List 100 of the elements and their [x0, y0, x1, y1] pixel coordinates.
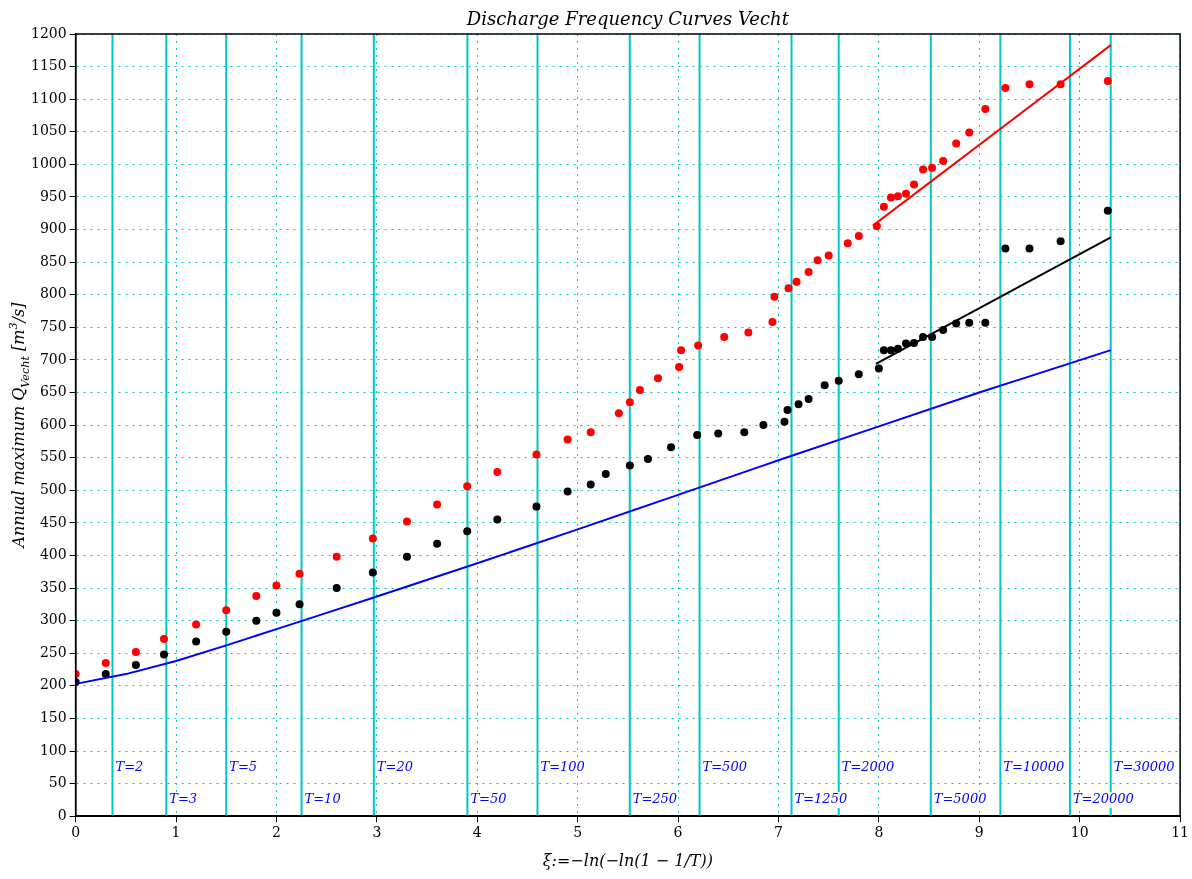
point	[928, 163, 937, 172]
point	[675, 363, 684, 372]
point	[463, 482, 472, 491]
point	[131, 647, 140, 656]
x-tick-label: 8	[874, 824, 884, 841]
point	[886, 346, 895, 355]
point	[1001, 84, 1010, 93]
y-tick-label: 550	[39, 448, 67, 465]
point	[402, 552, 411, 561]
y-tick-label: 250	[39, 643, 67, 660]
point	[843, 239, 852, 248]
point	[879, 346, 888, 355]
point	[965, 318, 974, 327]
annotation: T=50	[470, 791, 507, 807]
y-tick-label: 300	[39, 611, 67, 628]
point	[1025, 244, 1034, 253]
y-tick-label: 650	[39, 383, 67, 400]
annotation: T=20	[376, 758, 413, 774]
point	[433, 500, 442, 509]
chart-title: Discharge Frequency Curves Vecht	[465, 7, 790, 29]
point	[601, 469, 610, 478]
y-tick-label: 1150	[30, 57, 67, 74]
point	[677, 346, 686, 355]
y-tick-label: 1000	[30, 155, 67, 172]
point	[272, 608, 281, 617]
point	[965, 128, 974, 137]
y-tick-label: 400	[39, 546, 67, 563]
point	[744, 328, 753, 337]
point	[834, 376, 843, 385]
point	[532, 450, 541, 459]
x-tick-label: 11	[1171, 824, 1190, 841]
annotation: T=3	[169, 791, 198, 807]
point	[625, 461, 634, 470]
point	[759, 421, 768, 430]
point	[768, 318, 777, 327]
point	[295, 569, 304, 578]
point	[563, 435, 572, 444]
x-axis-title: ξ:=−ln(−ln(1 − 1/T))	[542, 851, 713, 871]
point	[563, 487, 572, 496]
point	[854, 370, 863, 379]
point	[222, 606, 231, 615]
point	[813, 256, 822, 265]
y-tick-label: 1100	[30, 89, 67, 106]
y-tick-label: 950	[39, 187, 67, 204]
y-tick-label: 1050	[30, 122, 67, 139]
x-tick-label: 9	[974, 824, 984, 841]
y-tick-label: 150	[39, 709, 67, 726]
point	[368, 568, 377, 577]
point	[1056, 237, 1065, 246]
x-tick-label: 5	[573, 824, 583, 841]
point	[770, 292, 779, 301]
point	[643, 455, 652, 463]
x-tick-label: 4	[472, 824, 482, 841]
x-tick-label: 2	[271, 824, 281, 841]
point	[667, 443, 676, 452]
point	[804, 395, 813, 404]
annotation: T=20000	[1072, 791, 1134, 807]
annotation: T=250	[632, 791, 678, 807]
y-tick-label: 600	[39, 415, 67, 432]
y-tick-label: 750	[39, 317, 67, 334]
point	[463, 527, 472, 536]
point	[939, 157, 948, 166]
x-tick-label: 0	[71, 824, 81, 841]
point	[981, 104, 990, 113]
annotation: T=5	[229, 758, 258, 774]
point	[824, 251, 833, 260]
annotation: T=2000	[841, 758, 895, 774]
point	[693, 430, 702, 439]
x-tick-label: 10	[1070, 824, 1089, 841]
point	[714, 429, 723, 438]
point	[614, 409, 623, 418]
point	[879, 202, 888, 211]
point	[740, 428, 749, 437]
point	[101, 659, 110, 668]
point	[332, 584, 341, 593]
point	[981, 318, 990, 327]
y-tick-label: 450	[39, 513, 67, 530]
point	[901, 189, 910, 198]
point	[952, 139, 961, 148]
point	[1103, 76, 1112, 85]
x-tick-label: 6	[673, 824, 683, 841]
point	[295, 600, 304, 609]
point	[159, 634, 168, 643]
point	[159, 650, 168, 659]
annotation: T=30000	[1113, 758, 1175, 774]
y-tick-label: 50	[48, 774, 67, 791]
point	[910, 180, 919, 189]
annotation: T=1250	[794, 791, 848, 807]
annotation: T=100	[540, 758, 585, 774]
y-tick-label: 800	[39, 285, 67, 302]
point	[192, 637, 201, 646]
point	[101, 670, 110, 679]
point	[272, 581, 281, 590]
annotation: T=10000	[1003, 758, 1065, 774]
point	[854, 232, 863, 241]
x-tick-label: 1	[171, 824, 181, 841]
y-tick-label: 200	[39, 676, 67, 693]
point	[901, 339, 910, 348]
y-tick-label: 1200	[30, 24, 67, 41]
point	[874, 364, 883, 373]
